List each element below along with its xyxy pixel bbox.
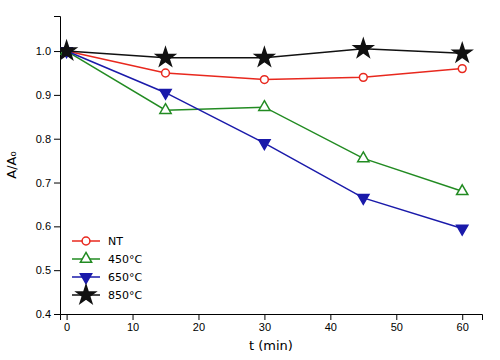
tick-mark xyxy=(54,270,60,271)
line xyxy=(67,51,463,228)
marker xyxy=(457,185,468,195)
tick-mark xyxy=(264,314,265,320)
marker xyxy=(259,140,270,150)
tick-mark xyxy=(54,226,60,227)
tick-label: 0.6 xyxy=(36,220,51,232)
tick-mark xyxy=(54,314,60,315)
legend: NT 450°C 650°C 850°C xyxy=(72,235,142,303)
tick-mark xyxy=(54,95,60,96)
axis-line xyxy=(61,315,483,321)
marker xyxy=(358,195,369,205)
marker xyxy=(354,39,373,57)
marker xyxy=(156,48,175,66)
tick: 0.9 xyxy=(36,89,60,101)
tick-label: 0.5 xyxy=(36,264,51,276)
axis-line xyxy=(54,17,61,315)
series xyxy=(61,45,468,195)
legend-marker xyxy=(80,274,91,284)
marker xyxy=(160,89,171,99)
tick-label: 40 xyxy=(325,321,337,333)
series xyxy=(63,47,466,83)
tick-label: 0 xyxy=(64,321,70,333)
tick-label: 1.0 xyxy=(36,45,51,57)
tick-mark xyxy=(67,314,68,320)
tick: 40 xyxy=(325,314,337,333)
legend-marker xyxy=(77,285,96,303)
tick: 10 xyxy=(127,314,139,333)
legend-label: NT xyxy=(108,235,123,248)
legend-item: 850°C xyxy=(72,285,142,303)
tick: 50 xyxy=(391,314,403,333)
tick-mark xyxy=(54,51,60,52)
tick: 0.7 xyxy=(36,177,60,189)
tick-label: 50 xyxy=(391,321,403,333)
tick-mark xyxy=(330,314,331,320)
y-axis-title: A/A₀ xyxy=(4,151,19,178)
tick-label: 20 xyxy=(193,321,205,333)
tick: 0.4 xyxy=(36,308,60,320)
tick-mark xyxy=(396,314,397,320)
marker xyxy=(255,48,274,66)
tick-label: 0.4 xyxy=(36,308,51,320)
marker xyxy=(260,76,268,84)
marker xyxy=(358,152,369,162)
series xyxy=(60,39,472,66)
legend-item: NT xyxy=(72,235,123,248)
marker xyxy=(162,69,170,77)
legend-label: 450°C xyxy=(108,253,142,266)
legend-marker xyxy=(80,252,91,262)
marker xyxy=(457,225,468,235)
chart: 0 10 20 30 40 50 60 0.4 0.5 0.6 0.7 0.8 0.9 1.0 t (min… xyxy=(0,0,500,360)
tick: 1.0 xyxy=(36,45,60,57)
tick: 0 xyxy=(64,314,70,333)
tick-label: 30 xyxy=(259,321,271,333)
legend-label: 850°C xyxy=(108,289,142,302)
tick: 20 xyxy=(193,314,205,333)
tick: 30 xyxy=(259,314,271,333)
marker xyxy=(359,73,367,81)
series xyxy=(61,48,468,235)
tick-mark xyxy=(54,139,60,140)
marker xyxy=(259,101,270,111)
tick-mark xyxy=(198,314,199,320)
marker xyxy=(60,41,76,59)
plot-area xyxy=(60,39,472,235)
x-axis: 0 10 20 30 40 50 60 xyxy=(61,314,483,333)
tick: 0.8 xyxy=(36,133,60,145)
line xyxy=(67,51,463,191)
x-axis-title: t (min) xyxy=(249,338,293,353)
tick: 60 xyxy=(457,314,469,333)
marker xyxy=(453,43,472,61)
marker xyxy=(458,65,466,73)
legend-item: 450°C xyxy=(72,252,142,265)
tick-mark xyxy=(54,183,60,184)
legend-item: 650°C xyxy=(72,271,142,284)
marker xyxy=(160,104,171,114)
tick-label: 0.8 xyxy=(36,133,51,145)
tick: 0.5 xyxy=(36,264,60,276)
legend-marker xyxy=(82,237,90,245)
tick-label: 0.9 xyxy=(36,89,51,101)
tick-label: 10 xyxy=(127,321,139,333)
tick-mark xyxy=(133,314,134,320)
tick-mark xyxy=(462,314,463,320)
y-axis: 0.4 0.5 0.6 0.7 0.8 0.9 1.0 xyxy=(36,17,61,321)
legend-label: 650°C xyxy=(108,271,142,284)
tick-label: 60 xyxy=(457,321,469,333)
tick-label: 0.7 xyxy=(36,177,51,189)
tick: 0.6 xyxy=(36,220,60,232)
